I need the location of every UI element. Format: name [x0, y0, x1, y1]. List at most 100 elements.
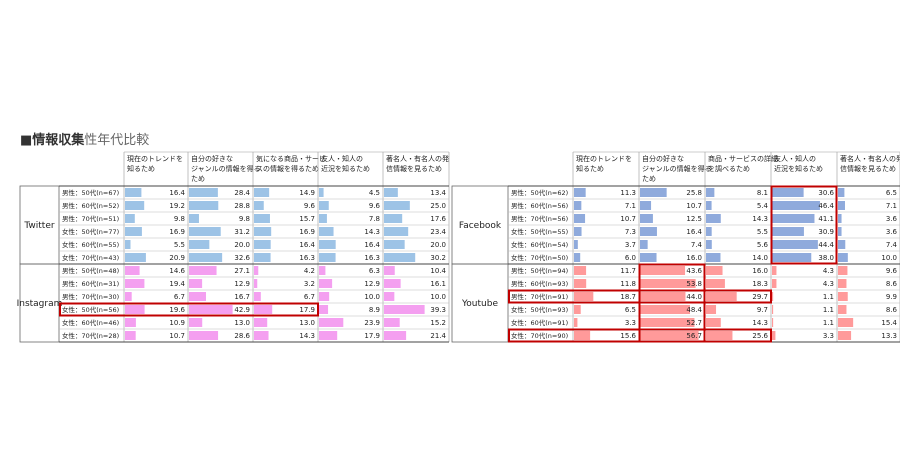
- data-label: 44.0: [686, 293, 702, 301]
- data-bar: [384, 214, 403, 223]
- data-label: 9.9: [886, 293, 897, 301]
- data-bar: [125, 318, 136, 327]
- data-label: 23.4: [430, 228, 446, 236]
- data-label: 5.4: [757, 202, 769, 210]
- data-bar: [384, 279, 401, 288]
- data-label: 12.5: [686, 215, 702, 223]
- data-bar: [384, 305, 425, 314]
- data-label: 1.1: [823, 306, 834, 314]
- column-header: スの情報を得るため: [256, 164, 319, 173]
- row-label: 女性：50代(n=93): [511, 305, 568, 314]
- data-label: 15.7: [299, 215, 315, 223]
- row-label: 女性：50代(n=77): [62, 227, 119, 236]
- data-label: 31.2: [234, 228, 250, 236]
- column-header: を調べるため: [708, 164, 750, 173]
- data-bar: [706, 214, 721, 223]
- data-label: 6.7: [174, 293, 185, 301]
- data-bar: [640, 201, 652, 210]
- data-bar: [838, 227, 842, 236]
- data-label: 38.0: [818, 254, 834, 262]
- data-bar: [125, 279, 145, 288]
- data-bar: [838, 201, 845, 210]
- data-label: 28.6: [234, 332, 250, 340]
- data-label: 8.1: [757, 189, 768, 197]
- data-label: 23.9: [364, 319, 380, 327]
- data-label: 14.3: [752, 319, 768, 327]
- data-bar: [706, 253, 721, 262]
- data-label: 9.6: [304, 202, 316, 210]
- data-bar: [254, 253, 271, 262]
- data-bar: [706, 305, 717, 314]
- data-label: 12.9: [234, 280, 250, 288]
- data-bar: [319, 318, 344, 327]
- data-label: 17.9: [299, 306, 315, 314]
- data-bar: [384, 188, 398, 197]
- data-label: 13.4: [430, 189, 446, 197]
- data-label: 3.3: [823, 332, 834, 340]
- data-label: 20.0: [430, 241, 446, 249]
- data-label: 4.5: [369, 189, 380, 197]
- data-label: 20.9: [169, 254, 185, 262]
- data-label: 25.0: [430, 202, 446, 210]
- title-main: ■情報収集: [20, 133, 85, 148]
- data-bar: [189, 266, 217, 275]
- data-label: 10.7: [620, 215, 636, 223]
- data-bar: [574, 305, 581, 314]
- data-bar: [319, 188, 324, 197]
- row-label: 男性：70代(n=30): [62, 292, 119, 301]
- data-label: 53.8: [686, 280, 702, 288]
- data-label: 10.0: [430, 293, 446, 301]
- data-bar: [640, 240, 648, 249]
- column-header: 現在のトレンドを: [576, 154, 632, 163]
- data-bar: [772, 201, 820, 210]
- data-label: 16.9: [299, 228, 315, 236]
- data-label: 10.0: [881, 254, 897, 262]
- data-label: 43.6: [686, 267, 702, 275]
- platform-label: Youtube: [461, 299, 498, 309]
- column-highlight-box: [638, 263, 706, 343]
- data-bar: [189, 201, 219, 210]
- column-header: 気になる商品・サービ: [256, 154, 326, 163]
- data-bar: [706, 188, 715, 197]
- data-bar: [125, 292, 132, 301]
- data-bar: [189, 331, 219, 340]
- data-bar: [125, 331, 136, 340]
- row-label: 男性：60代(n=56): [511, 201, 568, 210]
- data-label: 6.5: [625, 306, 636, 314]
- data-label: 29.7: [752, 293, 768, 301]
- data-bar: [254, 279, 258, 288]
- data-label: 6.5: [886, 189, 897, 197]
- column-highlight-box: [770, 185, 838, 265]
- row-label: 女性：70代(n=28): [62, 331, 119, 340]
- data-bar: [640, 266, 686, 275]
- data-bar: [574, 201, 582, 210]
- data-label: 16.4: [686, 228, 702, 236]
- data-bar: [384, 331, 407, 340]
- data-bar: [384, 253, 416, 262]
- data-bar: [574, 253, 581, 262]
- data-bar: [254, 292, 261, 301]
- data-bar: [254, 266, 259, 275]
- data-bar: [189, 214, 199, 223]
- data-label: 4.3: [823, 280, 834, 288]
- data-label: 32.6: [234, 254, 250, 262]
- data-label: 13.0: [299, 319, 315, 327]
- data-label: 16.7: [234, 293, 250, 301]
- column-header: 近況を知るため: [774, 164, 823, 173]
- data-bar: [640, 227, 657, 236]
- data-bar: [125, 266, 140, 275]
- data-label: 16.3: [364, 254, 380, 262]
- data-bar: [640, 214, 653, 223]
- data-label: 9.6: [886, 267, 898, 275]
- data-bar: [319, 214, 327, 223]
- data-bar: [838, 292, 848, 301]
- data-bar: [319, 266, 326, 275]
- data-bar: [838, 214, 842, 223]
- data-label: 15.6: [620, 332, 636, 340]
- data-bar: [384, 240, 405, 249]
- data-label: 27.1: [234, 267, 250, 275]
- data-label: 10.4: [430, 267, 446, 275]
- data-bar: [838, 305, 847, 314]
- data-bar: [772, 214, 815, 223]
- column-header: 友人・知人の: [774, 154, 816, 163]
